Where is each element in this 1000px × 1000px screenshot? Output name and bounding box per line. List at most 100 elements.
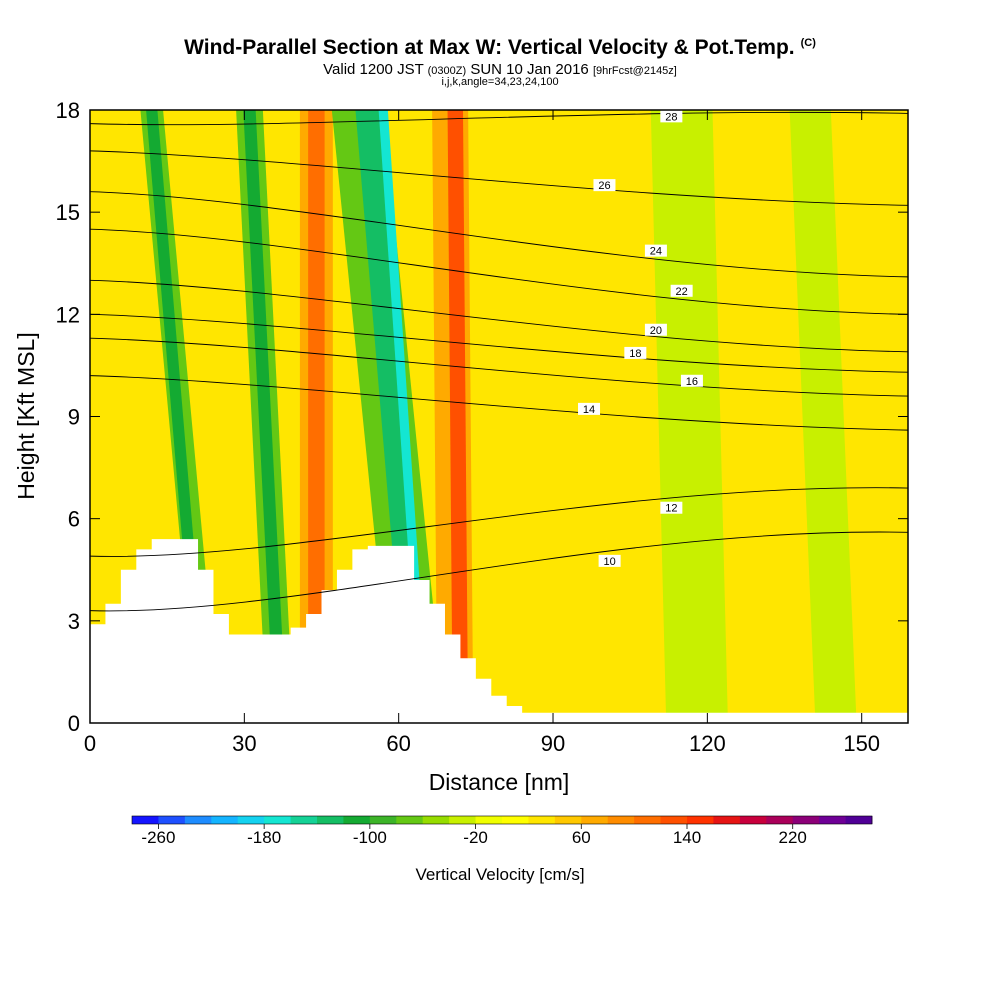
x-tick-label-60: 60 xyxy=(386,731,410,756)
theta-contour-24 xyxy=(90,191,908,278)
theta-contour-14 xyxy=(90,375,908,431)
theta-label-12: 12 xyxy=(665,503,677,515)
colorbar-tick-label-4: 60 xyxy=(572,828,591,847)
theta-contour-12 xyxy=(90,487,908,557)
y-tick-label-0: 0 xyxy=(68,711,80,736)
theta-label-28: 28 xyxy=(665,111,677,123)
theta-label-14: 14 xyxy=(583,404,595,416)
terrain-mask xyxy=(90,539,908,723)
colorbar-swatch-15 xyxy=(528,816,556,824)
colorbar-tick-label-0: -260 xyxy=(141,828,175,847)
colorbar-swatch-17 xyxy=(581,816,609,824)
colorbar-swatch-24 xyxy=(766,816,794,824)
y-tick-label-18: 18 xyxy=(56,98,80,123)
theta-label-bg-18 xyxy=(624,346,647,359)
theta-label-16: 16 xyxy=(686,376,698,388)
colorbar-swatch-26 xyxy=(819,816,846,824)
subtitle-forecast: [9hrFcst@2145z] xyxy=(592,65,677,77)
axes: 0 30 60 90 120 150 0 3 6 9 12 15 18 xyxy=(56,98,908,756)
terrain-shape xyxy=(90,539,908,723)
colorbar-swatch-27 xyxy=(845,816,873,824)
colorbar-swatch-23 xyxy=(739,816,767,824)
colorbar-frame xyxy=(131,815,873,825)
subtitle-utc: (0300Z) xyxy=(427,65,467,77)
y-tick-label-12: 12 xyxy=(56,302,80,327)
colorbar-tick-label-1: -180 xyxy=(247,828,281,847)
colorbar-swatch-21 xyxy=(687,816,714,824)
theta-label-bg-28 xyxy=(660,110,683,123)
theta-contour-18 xyxy=(90,313,908,373)
chart-title: Wind-Parallel Section at Max W: Vertical… xyxy=(0,36,1000,60)
theta-label-bg-22 xyxy=(670,284,693,297)
velocity-streak-12 xyxy=(789,110,857,723)
copyright-mark: (C) xyxy=(800,37,816,49)
theta-label-bg-16 xyxy=(680,374,703,387)
theta-contours: 10 12 14 16 18 20 22 24 26 28 xyxy=(90,110,908,612)
colorbar-swatch-20 xyxy=(660,816,688,824)
colorbar-swatch-3 xyxy=(211,816,239,824)
theta-contour-16 xyxy=(90,337,908,397)
colorbar-swatch-14 xyxy=(502,816,529,824)
velocity-streak-10 xyxy=(447,110,469,723)
subtitle-valid: Valid 1200 JST xyxy=(323,61,424,78)
theta-label-bg-26 xyxy=(593,179,616,192)
colorbar-swatch-18 xyxy=(607,816,635,824)
colorbar-swatch-12 xyxy=(449,816,476,824)
colorbar-tick-label-2: -100 xyxy=(353,828,387,847)
theta-contour-28 xyxy=(90,111,908,126)
colorbar-swatch-5 xyxy=(264,816,291,824)
x-axis-label: Distance [nm] xyxy=(429,769,570,795)
colorbar-swatch-25 xyxy=(792,816,820,824)
colorbar-tick-label-5: 140 xyxy=(673,828,701,847)
colorbar-swatch-16 xyxy=(554,816,582,824)
colorbar-swatch-7 xyxy=(317,816,344,824)
x-tick-label-150: 150 xyxy=(843,731,880,756)
theta-label-26: 26 xyxy=(598,180,610,192)
theta-contour-20 xyxy=(90,279,908,353)
y-axis-label: Height [Kft MSL] xyxy=(13,332,39,499)
y-tick-label-15: 15 xyxy=(56,200,80,225)
colorbar-tick-label-3: -20 xyxy=(463,828,488,847)
theta-label-bg-20 xyxy=(644,323,667,336)
chart-subsubtitle: i,j,k,angle=34,23,24,100 xyxy=(441,76,559,88)
theta-contour-10 xyxy=(90,531,908,612)
chart-subtitle: Valid 1200 JST (0300Z) SUN 10 Jan 2016 [… xyxy=(0,61,1000,78)
colorbar-label: Vertical Velocity [cm/s] xyxy=(415,865,584,884)
y-tick-label-9: 9 xyxy=(68,405,80,430)
colorbar-swatch-1 xyxy=(158,816,186,824)
colorbar-swatch-9 xyxy=(369,816,397,824)
theta-label-10: 10 xyxy=(603,556,615,568)
colorbar-swatch-8 xyxy=(343,816,371,824)
colorbar-swatch-10 xyxy=(396,816,424,824)
colorbar-swatch-6 xyxy=(290,816,318,824)
colorbar-swatch-2 xyxy=(184,816,212,824)
x-tick-label-30: 30 xyxy=(232,731,256,756)
colorbar-tick-label-6: 220 xyxy=(779,828,807,847)
x-tick-label-120: 120 xyxy=(689,731,726,756)
colorbar-swatch-19 xyxy=(634,816,661,824)
velocity-streak-8 xyxy=(378,110,430,723)
subtitle-date: SUN 10 Jan 2016 xyxy=(470,61,589,78)
theta-contour-22 xyxy=(90,228,908,315)
theta-label-20: 20 xyxy=(650,325,662,337)
theta-label-24: 24 xyxy=(650,246,662,258)
theta-label-18: 18 xyxy=(629,348,641,360)
theta-contour-26 xyxy=(90,150,908,206)
x-tick-label-0: 0 xyxy=(84,731,96,756)
chart-title-text: Wind-Parallel Section at Max W: Vertical… xyxy=(184,36,795,59)
y-tick-label-6: 6 xyxy=(68,507,80,532)
theta-label-bg-12 xyxy=(660,501,683,514)
theta-label-bg-10 xyxy=(598,554,621,567)
velocity-streak-11 xyxy=(650,110,728,723)
theta-label-bg-14 xyxy=(578,402,601,415)
theta-label-22: 22 xyxy=(676,286,688,298)
y-tick-label-3: 3 xyxy=(68,609,80,634)
colorbar-swatch-22 xyxy=(713,816,741,824)
colorbar: -260 -180 -100 -20 60 140 220 xyxy=(131,815,873,847)
colorbar-swatch-4 xyxy=(237,816,265,824)
velocity-streak-3 xyxy=(243,110,287,723)
colorbar-swatch-13 xyxy=(475,816,503,824)
x-tick-label-90: 90 xyxy=(541,731,565,756)
colorbar-swatch-11 xyxy=(422,816,450,824)
